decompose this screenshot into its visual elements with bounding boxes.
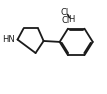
Text: H: H — [68, 15, 74, 24]
Text: HN: HN — [2, 35, 15, 44]
Text: Cl: Cl — [60, 8, 68, 17]
Text: Cl: Cl — [62, 16, 70, 25]
